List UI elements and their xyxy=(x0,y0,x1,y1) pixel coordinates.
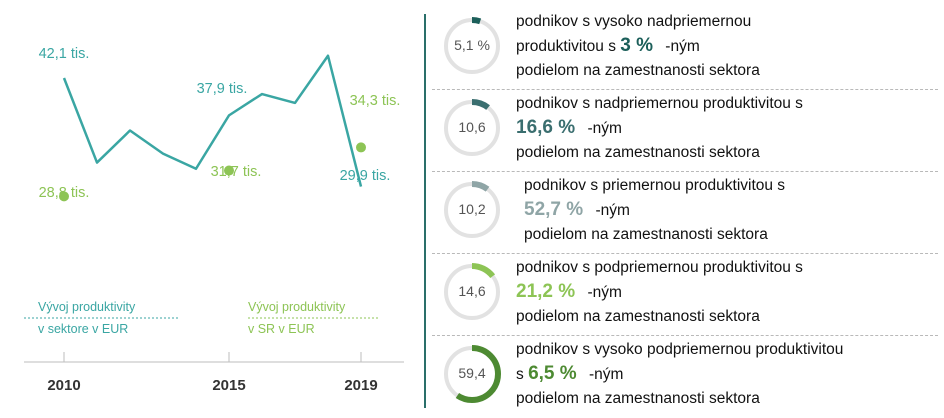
x-tick-label: 2015 xyxy=(212,377,245,394)
sr-data-point xyxy=(59,191,69,202)
share-donut xyxy=(443,17,501,75)
row-separator xyxy=(432,335,938,336)
sr-data-label: 34,3 tis. xyxy=(350,93,401,109)
employment-share-value: 6,5 % xyxy=(528,363,577,384)
sr-data-point xyxy=(356,142,366,153)
sector-data-label: 37,9 tis. xyxy=(197,81,248,97)
sector-data-label: 29,9 tis. xyxy=(340,168,391,184)
legend-label: Vývoj produktivity xyxy=(248,300,346,314)
share-donut xyxy=(443,99,501,157)
category-line-3: podielom na zamestnanosti sektora xyxy=(516,144,760,161)
share-donut xyxy=(443,181,501,239)
panel-divider xyxy=(424,14,426,408)
category-suffix: -ným xyxy=(661,38,700,55)
category-row: 59,4 podnikov s vysoko podpriemernou prod… xyxy=(432,334,938,418)
category-prefix: produktivitou s xyxy=(516,38,621,55)
donut-value: 5,1 % xyxy=(454,37,490,53)
category-line-1: podnikov s priemernou produktivitou s xyxy=(524,177,786,194)
category-line-1: podnikov s vysoko nadpriemernou xyxy=(516,13,752,30)
donut-value: 14,6 xyxy=(458,283,486,299)
category-suffix: -ným xyxy=(584,366,624,383)
sr-data-label: 31,7 tis. xyxy=(211,164,262,180)
sector-data-label: 42,1 tis. xyxy=(39,46,90,62)
legend-label: Vývoj produktivity xyxy=(38,300,136,314)
category-suffix: -ným xyxy=(591,202,630,219)
employment-share-value: 3 % xyxy=(620,35,653,56)
category-description: podnikov s vysoko podpriemernou produkti… xyxy=(516,338,843,411)
donut-arc xyxy=(443,345,501,403)
donut-arc xyxy=(443,99,501,157)
category-description: podnikov s podpriemernou produktivitou s… xyxy=(516,256,803,329)
legend-label: v SR v EUR xyxy=(248,322,315,336)
category-description: podnikov s vysoko nadpriemernou produktiv… xyxy=(516,10,760,83)
share-donut xyxy=(443,345,501,403)
sr-data-label: 28,8 tis. xyxy=(39,185,90,201)
donut-value: 10,6 xyxy=(458,119,486,135)
donut-track xyxy=(444,18,500,74)
category-line-3: podielom na zamestnanosti sektora xyxy=(516,390,760,407)
category-description: podnikov s priemernou produktivitou s 52,… xyxy=(524,174,785,247)
category-line-2: 52,7 % -ným xyxy=(524,198,785,223)
category-line-3: podielom na zamestnanosti sektora xyxy=(516,62,760,79)
employment-share-value: 21,2 % xyxy=(516,281,576,302)
category-row: 5,1 % podnikov s vysoko nadpriemernou prod… xyxy=(432,6,938,90)
category-row: 10,2 podnikov s priemernou produktivitou … xyxy=(432,170,938,254)
employment-share-value: 52,7 % xyxy=(524,199,584,220)
category-line-3: podielom na zamestnanosti sektora xyxy=(516,308,760,325)
category-suffix: -ným xyxy=(583,120,622,137)
category-description: podnikov s nadpriemernou produktivitou s… xyxy=(516,92,803,165)
category-line-3: podielom na zamestnanosti sektora xyxy=(524,226,768,243)
donut-arc xyxy=(443,181,501,239)
category-row: 10,6 podnikov s nadpriemernou produktivit… xyxy=(432,88,938,172)
line-chart: 2010 2015 2019 42,1 tis. 37,9 tis. 29,9 tis. 2… xyxy=(24,46,404,394)
row-separator xyxy=(432,171,938,172)
x-tick-label: 2019 xyxy=(344,377,377,394)
category-line-1: podnikov s podpriemernou produktivitou s xyxy=(516,259,803,276)
x-tick-label: 2010 xyxy=(47,377,80,394)
sr-data-point xyxy=(224,165,234,176)
category-line-1: podnikov s vysoko podpriemernou produkti… xyxy=(516,341,844,358)
legend-label: v sektore v EUR xyxy=(38,322,128,336)
category-suffix: -ným xyxy=(583,284,622,301)
category-line-2: produktivitou s 3 % -ným xyxy=(516,34,760,59)
category-prefix: s xyxy=(516,366,529,383)
row-separator xyxy=(432,253,938,254)
row-separator xyxy=(432,89,938,90)
category-line-2: 21,2 % -ným xyxy=(516,280,803,305)
category-line-2: 16,6 % -ným xyxy=(516,116,803,141)
share-donut xyxy=(443,263,501,321)
category-line-1: podnikov s nadpriemernou produktivitou s xyxy=(516,95,803,112)
donut-value: 59,4 xyxy=(458,365,486,381)
donut-value: 10,2 xyxy=(458,201,486,217)
donut-arc xyxy=(443,263,501,321)
sector-productivity-line xyxy=(62,54,363,187)
category-line-2: s 6,5 % -ným xyxy=(516,362,843,387)
category-row: 14,6 podnikov s podpriemernou produktivit… xyxy=(432,252,938,336)
employment-share-value: 16,6 % xyxy=(516,117,576,138)
